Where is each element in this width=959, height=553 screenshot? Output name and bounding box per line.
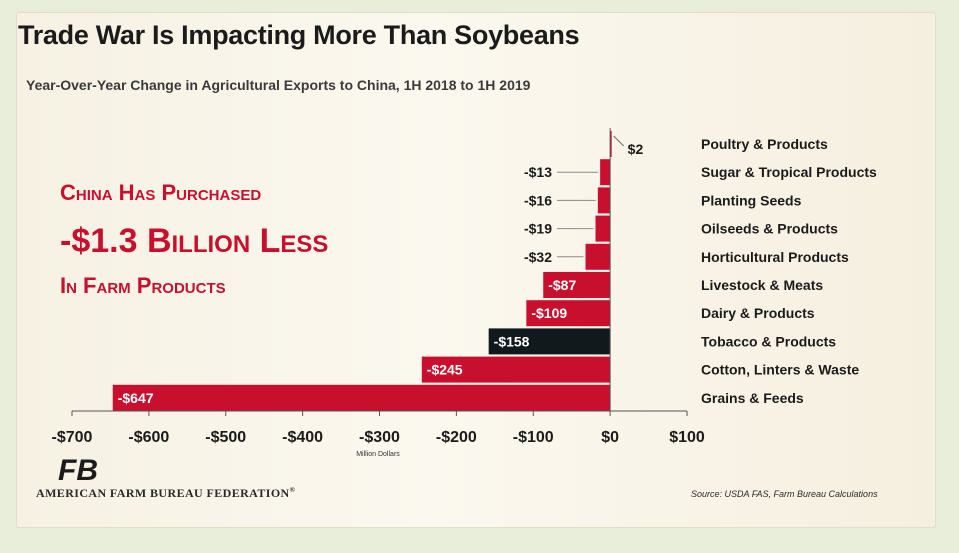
bar-9 (112, 384, 611, 411)
x-axis-title: Million Dollars (356, 451, 400, 458)
data-label-6: -$109 (531, 305, 567, 321)
x-tick-label-6: -$100 (513, 429, 554, 446)
category-label-5: Livestock & Meats (701, 277, 823, 293)
leader-line-0 (613, 135, 625, 147)
callout-line-2: -$1.3 Billion Less (60, 222, 329, 260)
x-tick-label-0: -$700 (52, 429, 93, 446)
chart-title: Trade War Is Impacting More Than Soybean… (18, 20, 580, 50)
category-label-3: Oilseeds & Products (701, 221, 838, 237)
category-label-2: Planting Seeds (701, 192, 802, 208)
data-label-2: -$16 (524, 192, 552, 208)
data-label-5: -$87 (548, 277, 576, 293)
bar-7 (488, 328, 611, 355)
data-label-1: -$13 (524, 164, 552, 180)
category-label-4: Horticultural Products (701, 249, 849, 265)
organization-name: AMERICAN FARM BUREAU FEDERATION® (36, 486, 296, 500)
data-label-9: -$647 (118, 390, 154, 406)
bar-6 (526, 300, 611, 327)
callout-line-1: China Has Purchased (60, 180, 262, 205)
data-label-7: -$158 (494, 333, 530, 349)
bar-3 (595, 215, 611, 242)
x-tick-label-4: -$300 (359, 429, 400, 446)
source-note: Source: USDA FAS, Farm Bureau Calculatio… (691, 489, 878, 499)
data-label-4: -$32 (524, 249, 552, 265)
bar-2 (597, 187, 611, 214)
infographic-card (16, 12, 936, 528)
category-label-6: Dairy & Products (701, 305, 815, 321)
category-label-8: Cotton, Linters & Waste (701, 362, 859, 378)
logo-mark: FB (58, 454, 98, 484)
x-tick-label-8: $100 (669, 429, 705, 446)
category-label-9: Grains & Feeds (701, 390, 804, 406)
category-label-0: Poultry & Products (701, 136, 828, 152)
x-tick-label-1: -$600 (128, 429, 169, 446)
data-label-8: -$245 (427, 362, 463, 378)
bar-8 (421, 356, 611, 383)
data-label-0: $2 (628, 141, 644, 157)
bar-4 (585, 243, 611, 270)
x-tick-label-5: -$200 (436, 429, 477, 446)
chart-subtitle: Year-Over-Year Change in Agricultural Ex… (26, 77, 531, 93)
data-label-3: -$19 (524, 221, 552, 237)
category-label-1: Sugar & Tropical Products (701, 164, 877, 180)
category-label-7: Tobacco & Products (701, 333, 836, 349)
farm-bureau-logo: FB (58, 454, 98, 484)
callout-line-3: In Farm Products (60, 273, 226, 298)
x-tick-label-7: $0 (601, 429, 619, 446)
bar-1 (600, 159, 611, 186)
bar-5 (543, 272, 611, 298)
x-tick-label-2: -$500 (205, 429, 246, 446)
x-tick-label-3: -$400 (282, 429, 323, 446)
bar-0 (610, 131, 612, 157)
